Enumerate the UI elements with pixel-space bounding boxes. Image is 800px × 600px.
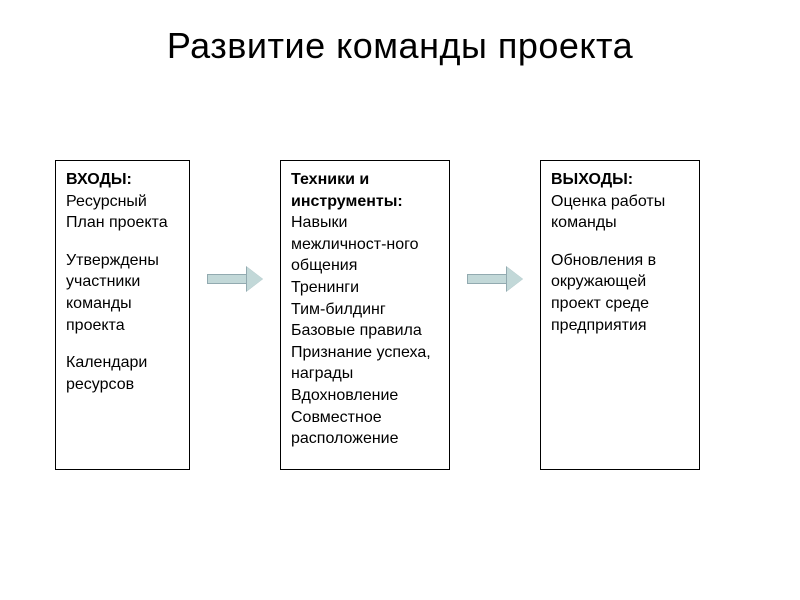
box-outputs-header: ВЫХОДЫ: [551, 169, 689, 191]
box-techniques: Техники и инструменты: Навыки межличност… [280, 160, 450, 470]
box-techniques-item: Тренинги [291, 277, 439, 299]
box-techniques-item: Тим-билдинг [291, 299, 439, 321]
box-inputs-item: Календари ресурсов [66, 352, 179, 395]
box-inputs-item: Утверждены участники команды проекта [66, 250, 179, 336]
box-inputs-header: ВХОДЫ: [66, 169, 179, 191]
box-techniques-item: Навыки межличност-ного общения [291, 212, 439, 277]
box-techniques-header: Техники и инструменты: [291, 169, 439, 212]
arrow-right-icon [467, 270, 523, 288]
box-inputs-item: Ресурсный План проекта [66, 191, 179, 234]
box-outputs: ВЫХОДЫ: Оценка работы команды Обновления… [540, 160, 700, 470]
box-inputs: ВХОДЫ: Ресурсный План проекта Утверждены… [55, 160, 190, 470]
arrow-right-icon [207, 270, 263, 288]
arrow-2 [450, 160, 540, 288]
box-techniques-item: Вдохновление [291, 385, 439, 407]
flow-diagram: ВХОДЫ: Ресурсный План проекта Утверждены… [55, 160, 700, 470]
box-outputs-item: Оценка работы команды [551, 191, 689, 234]
box-outputs-item: Обновления в окружающей проект среде пре… [551, 250, 689, 336]
page-title: Развитие команды проекта [0, 0, 800, 67]
arrow-1 [190, 160, 280, 288]
box-techniques-item: Признание успеха, награды [291, 342, 439, 385]
box-techniques-item: Совместное расположение [291, 407, 439, 450]
box-techniques-item: Базовые правила [291, 320, 439, 342]
